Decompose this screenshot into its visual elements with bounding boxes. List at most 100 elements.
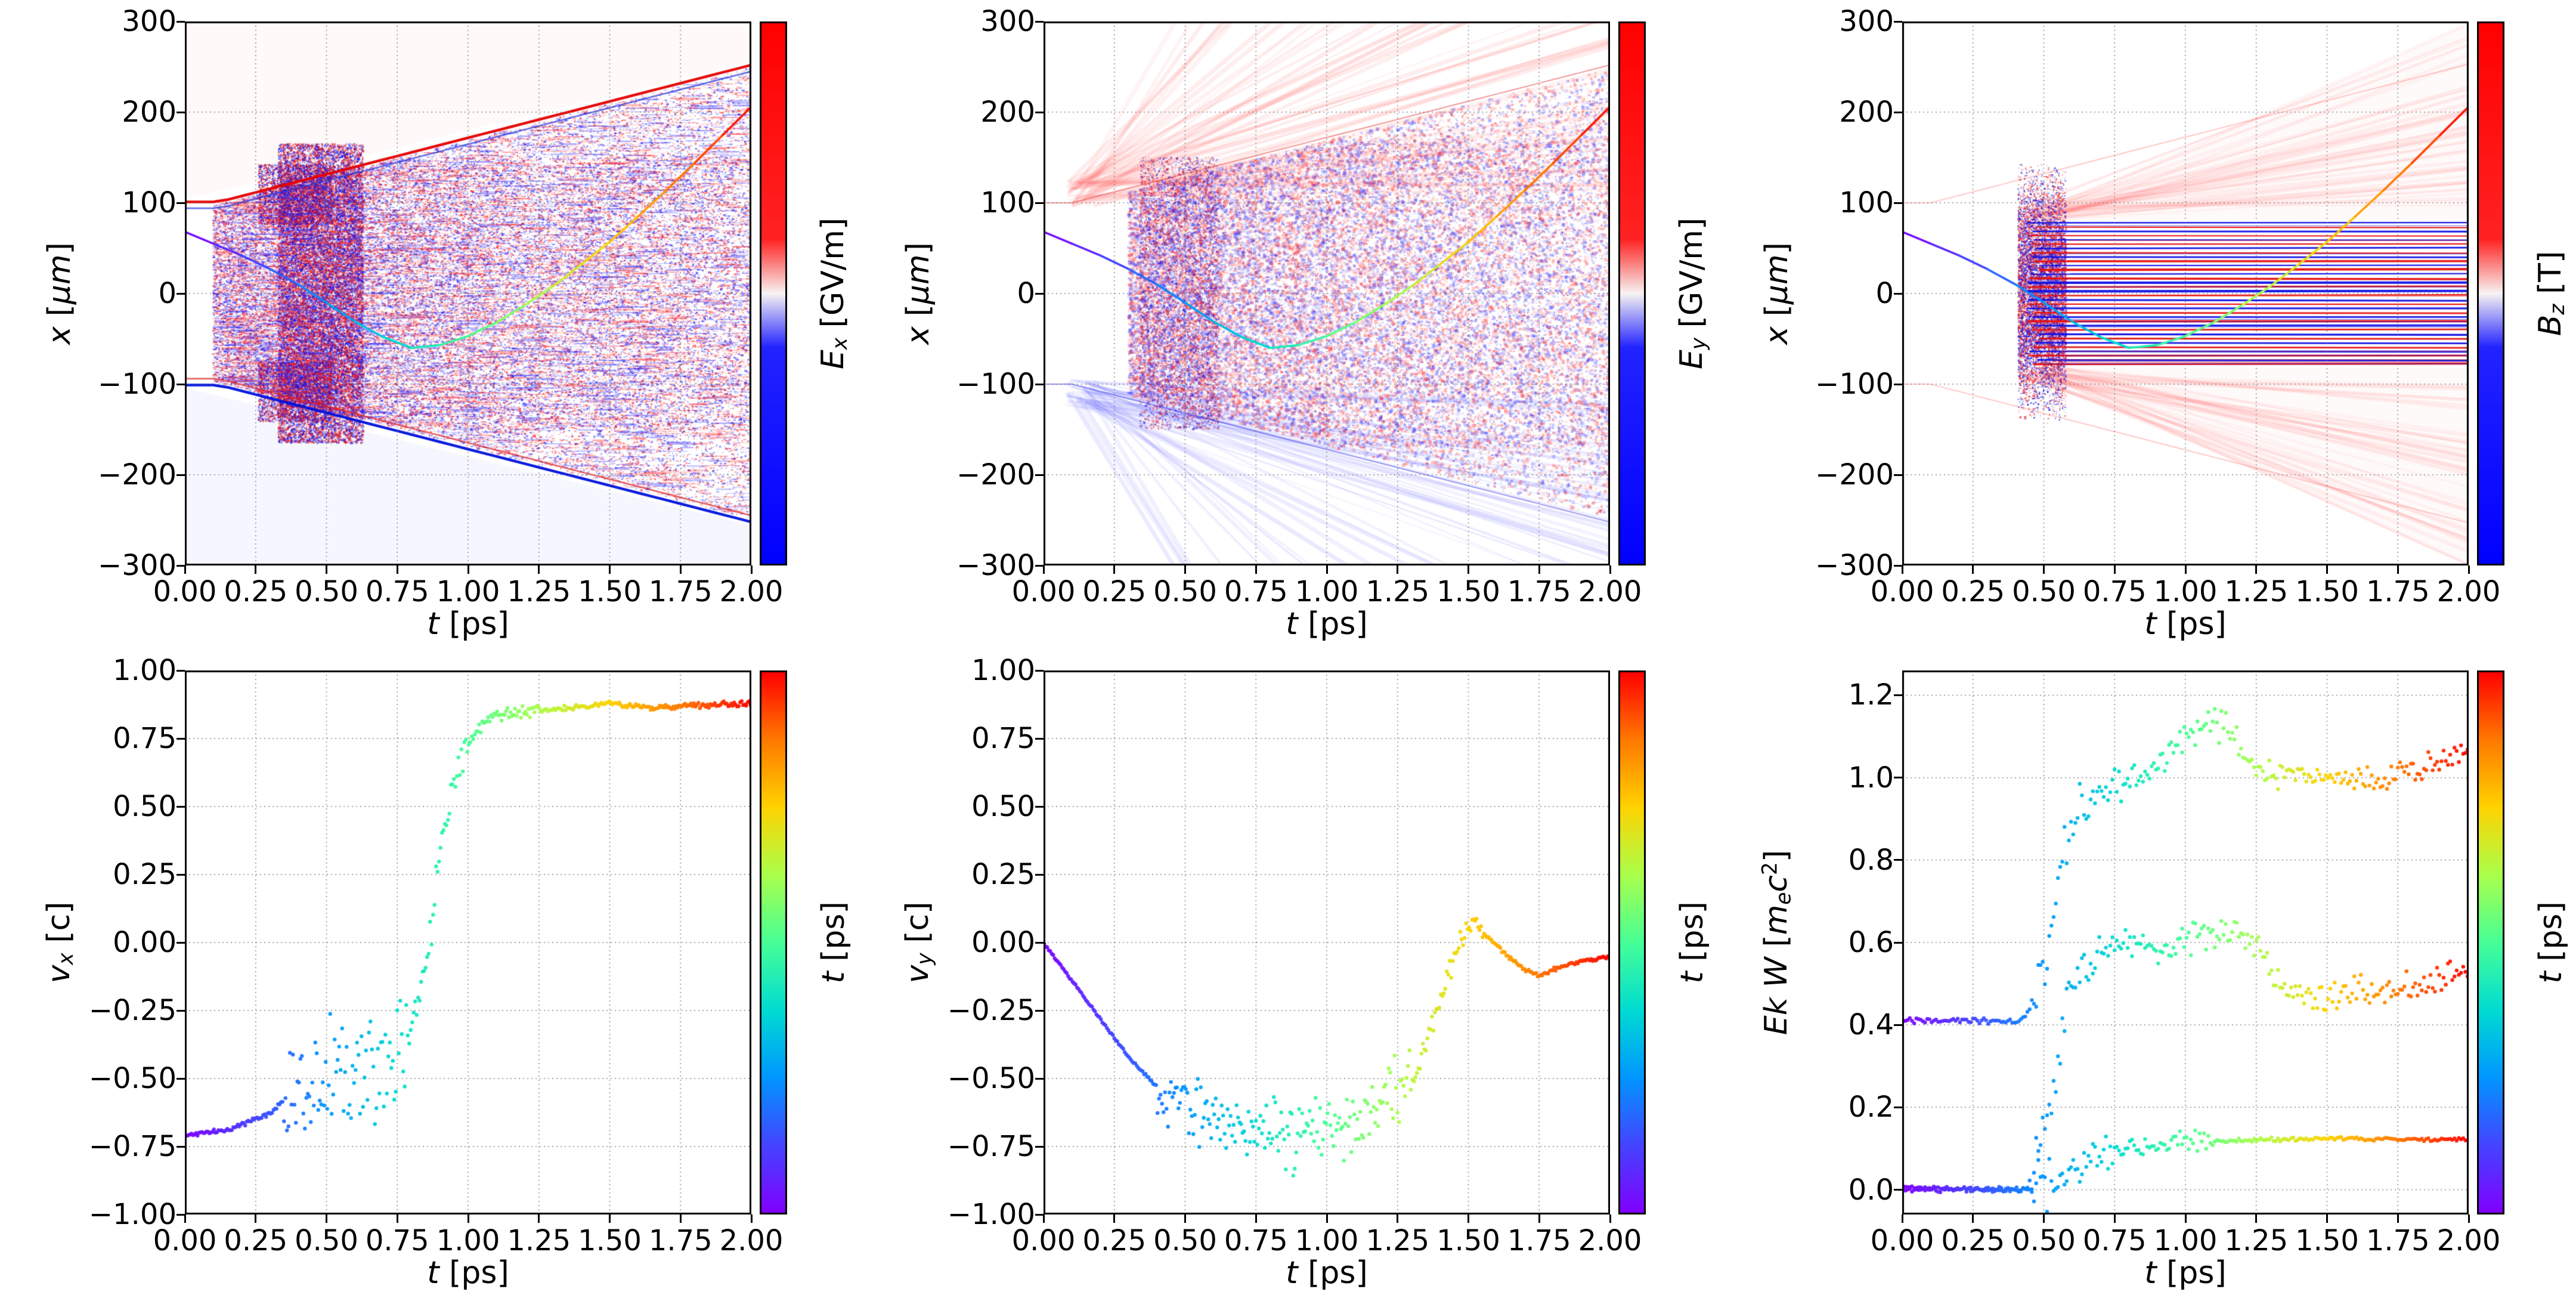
y-tick-mark — [177, 1077, 185, 1080]
label-segment: y — [1687, 337, 1711, 350]
y-tick-mark — [177, 202, 185, 204]
y-tick-mark — [1894, 202, 1902, 204]
x-tick-mark — [2113, 565, 2116, 574]
y-tick-label: 0 — [158, 277, 177, 310]
y-tick-label: 0 — [1017, 277, 1035, 310]
x-tick-mark — [2043, 565, 2045, 574]
y-tick-label: −300 — [98, 549, 177, 582]
x-tick-mark — [1901, 565, 1903, 574]
y-tick-label: −200 — [98, 458, 177, 492]
x-tick-mark — [2255, 565, 2258, 574]
label-segment: c — [1758, 875, 1795, 892]
x-tick-mark — [538, 565, 540, 574]
x-tick-mark — [1326, 1214, 1328, 1223]
y-tick-label: 0.00 — [113, 926, 177, 959]
y-tick-mark — [177, 1213, 185, 1216]
label-segment: x — [828, 337, 853, 350]
y-tick-label: 1.00 — [113, 654, 177, 687]
ex-field-heatmap — [185, 21, 751, 565]
y-tick-label: 1.00 — [971, 654, 1035, 687]
y-tick-label: 100 — [980, 186, 1035, 220]
y-tick-label: −100 — [98, 367, 177, 401]
y-tick-label: 0.0 — [1848, 1173, 1894, 1207]
label-segment: [ps] — [439, 606, 509, 642]
x-tick-label: 1.25 — [507, 1224, 571, 1257]
label-segment: t — [2533, 971, 2569, 984]
y-tick-mark — [1894, 1024, 1902, 1026]
x-tick-mark — [1972, 565, 1974, 574]
x-tick-mark — [2397, 1214, 2399, 1223]
y-tick-mark — [1035, 474, 1044, 476]
y-tick-mark — [1035, 292, 1044, 295]
y-tick-label: 0 — [1875, 277, 1894, 310]
y-tick-label: 0.4 — [1848, 1008, 1894, 1042]
y-tick-label: −0.25 — [88, 994, 177, 1027]
x-tick-label: 1.00 — [1295, 575, 1359, 608]
x-axis-label: t [ps] — [1286, 1255, 1368, 1291]
x-tick-mark — [2184, 565, 2187, 574]
y-tick-label: −0.75 — [947, 1130, 1035, 1163]
x-tick-label: 0.75 — [365, 575, 429, 608]
y-tick-label: 0.8 — [1848, 843, 1894, 877]
label-segment: [ps] — [816, 901, 852, 972]
x-tick-mark — [1972, 1214, 1974, 1223]
x-tick-mark — [1042, 565, 1045, 574]
x-tick-label: 0.00 — [1011, 1224, 1076, 1257]
x-tick-mark — [1326, 565, 1328, 574]
y-tick-mark — [177, 111, 185, 113]
x-tick-label: 1.75 — [648, 575, 713, 608]
ey-field-heatmap — [1044, 21, 1610, 565]
label-segment: [ps] — [1298, 1255, 1368, 1291]
y-tick-mark — [1035, 1009, 1044, 1012]
x-tick-label: 0.25 — [224, 1224, 288, 1257]
x-tick-mark — [1184, 1214, 1186, 1223]
x-tick-mark — [1042, 1214, 1045, 1223]
label-segment: t — [427, 1255, 439, 1291]
subplot-bz-heatmap: x [μm] t [ps] Bz [T] 0.00 0.25 0.50 0.75 1.0… — [1717, 0, 2576, 649]
y-tick-label: 300 — [980, 5, 1035, 38]
y-tick-mark — [1035, 1145, 1044, 1148]
y-tick-mark — [1035, 873, 1044, 876]
label-segment: x — [900, 326, 936, 345]
y-tick-mark — [1894, 564, 1902, 567]
y-tick-label: 200 — [980, 95, 1035, 129]
x-tick-mark — [1113, 1214, 1116, 1223]
ey-colorbar-label: Ey [GV/m] — [1674, 218, 1711, 369]
x-tick-mark — [1538, 1214, 1540, 1223]
y-tick-mark — [1035, 737, 1044, 740]
x-tick-mark — [255, 1214, 257, 1223]
y-tick-mark — [1035, 1213, 1044, 1216]
x-tick-label: 1.50 — [2295, 1224, 2359, 1257]
x-tick-mark — [750, 1214, 753, 1223]
x-tick-label: 1.75 — [1507, 1224, 1571, 1257]
label-segment: t — [816, 971, 852, 984]
label-segment: e — [1772, 892, 1796, 905]
y-tick-mark — [177, 20, 185, 23]
label-segment: [ps] — [2533, 901, 2569, 972]
y-tick-mark — [1035, 20, 1044, 23]
x-tick-label: 0.00 — [1011, 575, 1076, 608]
x-tick-label: 0.25 — [1941, 1224, 2005, 1257]
x-tick-mark — [538, 1214, 540, 1223]
y-tick-label: −200 — [1815, 458, 1894, 492]
y-tick-mark — [177, 292, 185, 295]
x-tick-label: 2.00 — [2436, 575, 2501, 608]
y-tick-label: 300 — [122, 5, 177, 38]
y-tick-mark — [177, 1145, 185, 1148]
y-tick-mark — [1035, 383, 1044, 385]
label-segment: [ps] — [1674, 901, 1710, 972]
y-tick-mark — [177, 1009, 185, 1012]
y-tick-mark — [177, 737, 185, 740]
y-tick-mark — [1894, 859, 1902, 861]
y-tick-mark — [1035, 564, 1044, 567]
subplot-energy-scatter: Ek W [mec2] t [ps] t [ps] 0.00 0.25 0.50 0.… — [1717, 649, 2576, 1298]
x-tick-mark — [1113, 565, 1116, 574]
x-tick-label: 0.00 — [153, 1224, 217, 1257]
y-tick-label: 0.2 — [1848, 1090, 1894, 1124]
y-tick-label: −0.75 — [88, 1130, 177, 1163]
y-tick-label: −1.00 — [88, 1198, 177, 1231]
label-segment: x — [42, 326, 78, 345]
x-tick-label: 0.75 — [1224, 575, 1288, 608]
x-tick-label: 0.75 — [2082, 575, 2147, 608]
